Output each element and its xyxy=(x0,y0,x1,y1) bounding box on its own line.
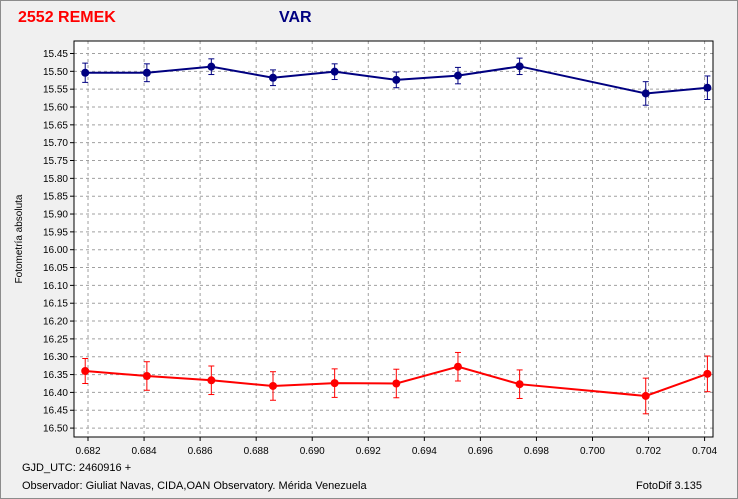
data-point xyxy=(81,68,90,77)
x-tick-label: 0.692 xyxy=(356,446,381,457)
data-point xyxy=(81,367,90,375)
y-tick-label: 16.10 xyxy=(43,281,68,292)
x-tick-label: 0.682 xyxy=(75,446,100,457)
data-point xyxy=(703,369,712,378)
y-tick-label: 15.90 xyxy=(43,210,68,221)
y-tick-label: 16.45 xyxy=(43,406,68,417)
y-tick-label: 16.40 xyxy=(43,388,68,399)
data-point xyxy=(207,62,216,71)
series-line xyxy=(85,65,708,95)
x-tick-label: 0.698 xyxy=(524,446,549,457)
y-tick-label: 16.05 xyxy=(43,263,68,274)
software-version: FotoDif 3.135 xyxy=(636,480,703,492)
y-tick-label: 15.85 xyxy=(43,192,68,203)
y-axis-label: Fotometría absoluta xyxy=(14,194,25,283)
gjd-label: GJD_UTC: 2460916 + xyxy=(22,462,132,474)
x-tick-label: 0.690 xyxy=(300,446,325,457)
data-point xyxy=(515,62,524,71)
y-tick-label: 15.45 xyxy=(43,49,68,60)
y-tick-label: 16.50 xyxy=(43,424,68,435)
data-point xyxy=(207,376,216,385)
x-tick-label: 0.700 xyxy=(580,446,605,457)
data-point xyxy=(142,68,151,77)
data-point xyxy=(641,391,650,400)
y-tick-label: 15.60 xyxy=(43,103,68,114)
data-point xyxy=(392,75,401,84)
x-tick-label: 0.688 xyxy=(244,446,269,457)
data-point xyxy=(142,371,151,380)
y-tick-label: 16.00 xyxy=(43,245,68,256)
chart-title-series: VAR xyxy=(279,9,312,26)
y-tick-label: 15.50 xyxy=(43,67,68,78)
data-point xyxy=(330,67,339,76)
x-tick-label: 0.702 xyxy=(636,446,661,457)
y-tick-label: 16.15 xyxy=(43,299,68,310)
observer-label: Observador: Giuliat Navas, CIDA,OAN Obse… xyxy=(22,480,367,492)
x-tick-label: 0.684 xyxy=(132,446,157,457)
data-point xyxy=(268,73,277,82)
series-line xyxy=(85,365,708,397)
y-tick-label: 16.20 xyxy=(43,317,68,328)
y-tick-label: 16.30 xyxy=(43,352,68,363)
y-tick-label: 15.95 xyxy=(43,227,68,238)
y-tick-label: 16.35 xyxy=(43,370,68,381)
x-tick-label: 0.686 xyxy=(188,446,213,457)
x-tick-label: 0.696 xyxy=(468,446,493,457)
data-point xyxy=(641,89,650,98)
data-point xyxy=(515,380,524,389)
y-tick-label: 15.65 xyxy=(43,120,68,131)
y-tick-label: 15.55 xyxy=(43,85,68,96)
data-point xyxy=(392,379,401,388)
chart-title-object: 2552 REMEK xyxy=(18,9,116,26)
data-point xyxy=(330,379,339,388)
x-tick-label: 0.704 xyxy=(692,446,717,457)
y-tick-label: 15.75 xyxy=(43,156,68,167)
x-tick-label: 0.694 xyxy=(412,446,437,457)
y-tick-label: 15.70 xyxy=(43,138,68,149)
y-tick-label: 15.80 xyxy=(43,174,68,185)
plot-border xyxy=(73,40,714,438)
data-point xyxy=(268,381,277,390)
y-tick-label: 16.25 xyxy=(43,334,68,345)
data-point xyxy=(453,362,462,371)
data-point xyxy=(453,71,462,80)
data-point xyxy=(703,83,712,92)
